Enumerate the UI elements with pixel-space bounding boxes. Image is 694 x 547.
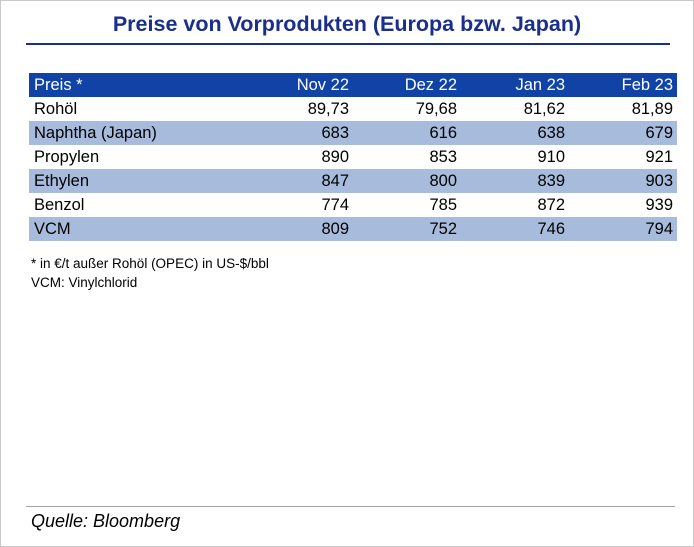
cell-value: 616 bbox=[429, 123, 457, 142]
header-cell-dez22: Dez 22 bbox=[404, 75, 457, 94]
table-row-benzol: Benzol 774 785 872 939 bbox=[29, 193, 677, 217]
cell-value: 774 bbox=[321, 195, 349, 214]
cell-value: 746 bbox=[537, 219, 565, 238]
cell-value: 81,62 bbox=[523, 99, 565, 118]
cell-value: 794 bbox=[645, 219, 673, 238]
prices-table: Preis * Nov 22 Dez 22 Jan 23 Feb 23 Rohö… bbox=[29, 73, 677, 241]
footnotes: * in €/t außer Rohöl (OPEC) in US-$/bbl … bbox=[31, 254, 269, 292]
row-label: Benzol bbox=[34, 195, 85, 214]
table-row-vcm: VCM 809 752 746 794 bbox=[29, 217, 677, 241]
table-header-row: Preis * Nov 22 Dez 22 Jan 23 Feb 23 bbox=[29, 73, 677, 97]
cell-value: 752 bbox=[429, 219, 457, 238]
row-label: Naphtha (Japan) bbox=[34, 123, 157, 142]
cell-value: 853 bbox=[429, 147, 457, 166]
cell-value: 81,89 bbox=[631, 99, 673, 118]
cell-value: 939 bbox=[645, 195, 673, 214]
table-row-naphtha: Naphtha (Japan) 683 616 638 679 bbox=[29, 121, 677, 145]
cell-value: 921 bbox=[645, 147, 673, 166]
source-divider bbox=[26, 506, 675, 507]
source-attribution: Quelle: Bloomberg bbox=[31, 511, 181, 531]
cell-value: 79,68 bbox=[415, 99, 457, 118]
row-label: Propylen bbox=[34, 147, 100, 166]
cell-value: 638 bbox=[537, 123, 565, 142]
page-title: Preise von Vorprodukten (Europa bzw. Jap… bbox=[112, 12, 582, 36]
footnote-vcm: VCM: Vinylchlorid bbox=[31, 275, 138, 290]
row-label: Rohöl bbox=[34, 99, 78, 118]
header-cell-preis: Preis * bbox=[34, 75, 83, 94]
cell-value: 89,73 bbox=[307, 99, 349, 118]
cell-value: 785 bbox=[429, 195, 457, 214]
cell-value: 683 bbox=[321, 123, 349, 142]
table-row-ethylen: Ethylen 847 800 839 903 bbox=[29, 169, 677, 193]
cell-value: 847 bbox=[321, 171, 349, 190]
cell-value: 839 bbox=[537, 171, 565, 190]
cell-value: 910 bbox=[537, 147, 565, 166]
table-row-propylen: Propylen 890 853 910 921 bbox=[29, 145, 677, 169]
cell-value: 890 bbox=[321, 147, 349, 166]
title-underline bbox=[26, 43, 670, 45]
table-row-rohoel: Rohöl 89,73 79,68 81,62 81,89 bbox=[29, 97, 677, 121]
cell-value: 903 bbox=[645, 171, 673, 190]
cell-value: 809 bbox=[321, 219, 349, 238]
footnote-units: * in €/t außer Rohöl (OPEC) in US-$/bbl bbox=[31, 256, 269, 271]
cell-value: 679 bbox=[645, 123, 673, 142]
row-label: VCM bbox=[34, 219, 71, 238]
row-label: Ethylen bbox=[34, 171, 90, 190]
cell-value: 872 bbox=[537, 195, 565, 214]
cell-value: 800 bbox=[429, 171, 457, 190]
header-cell-jan23: Jan 23 bbox=[515, 75, 565, 94]
header-cell-feb23: Feb 23 bbox=[621, 75, 673, 94]
header-cell-nov22: Nov 22 bbox=[296, 75, 349, 94]
